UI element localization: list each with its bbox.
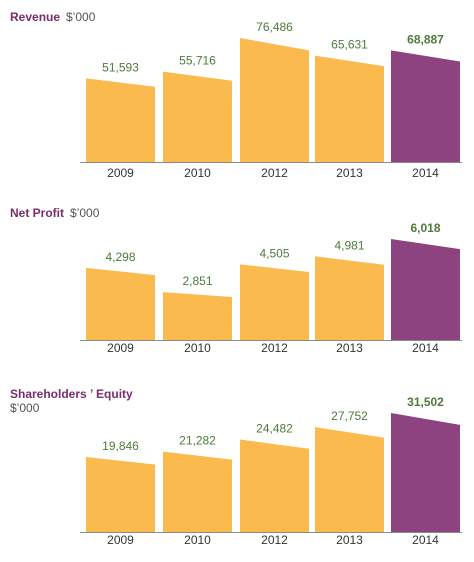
chart-2-bar-2012 xyxy=(240,439,309,532)
chart-1-tick-label-2013: 2013 xyxy=(336,341,363,355)
chart-1-value-label-2013: 4,981 xyxy=(334,238,364,252)
chart-2-bar-2013 xyxy=(315,427,384,532)
chart-2-value-label-2012: 24,482 xyxy=(256,422,293,436)
chart-2-group: 19,846 2009 21,282 2010 24,482 2012 27,752 2013… xyxy=(80,395,462,547)
chart-1-bar-2009 xyxy=(86,267,155,340)
chart-2-tick-label-2009: 2009 xyxy=(107,533,134,547)
chart-0-value-label-2014: 68,887 xyxy=(407,32,444,46)
chart-1-group: 4,298 2009 2,851 2010 4,505 2012 4,981 2013 6,01… xyxy=(80,221,462,355)
chart-0-value-label-2013: 65,631 xyxy=(331,38,368,52)
chart-0-bar-2013 xyxy=(315,55,384,162)
chart-1-tick-label-2014: 2014 xyxy=(412,341,439,355)
chart-2-value-label-2013: 27,752 xyxy=(331,409,368,423)
chart-2-value-label-2009: 19,846 xyxy=(102,439,139,453)
net-profit-chart-unit: $’000 xyxy=(70,206,100,220)
chart-0-bar-2009 xyxy=(86,78,155,162)
equity-chart-title: Shareholders ’ Equity xyxy=(10,387,133,401)
chart-0-tick-label-2009: 2009 xyxy=(107,166,134,180)
chart-2-value-label-2014: 31,502 xyxy=(407,395,444,409)
chart-2-bar-2014 xyxy=(391,413,460,532)
chart-0-tick-label-2013: 2013 xyxy=(336,166,363,180)
chart-1-tick-label-2012: 2012 xyxy=(261,341,288,355)
chart-0-value-label-2009: 51,593 xyxy=(102,60,139,74)
chart-1-value-label-2014: 6,018 xyxy=(410,221,440,235)
chart-1-bar-2013 xyxy=(315,256,384,340)
chart-0-bar-2010 xyxy=(163,71,232,162)
revenue-chart-unit: $’000 xyxy=(66,10,96,24)
revenue-chart-title: Revenue xyxy=(10,10,60,24)
chart-2-tick-label-2010: 2010 xyxy=(184,533,211,547)
chart-1-bar-2014 xyxy=(391,239,460,340)
chart-2-tick-label-2013: 2013 xyxy=(336,533,363,547)
chart-0-tick-label-2014: 2014 xyxy=(412,166,439,180)
chart-2-value-label-2010: 21,282 xyxy=(179,434,216,448)
chart-1-value-label-2012: 4,505 xyxy=(259,246,289,260)
chart-1-value-label-2010: 2,851 xyxy=(182,274,212,288)
chart-0-value-label-2012: 76,486 xyxy=(256,20,293,34)
chart-groups: 51,593 2009 55,716 2010 76,486 2012 65,631 2013… xyxy=(80,20,462,547)
chart-0-value-label-2010: 55,716 xyxy=(179,54,216,68)
chart-0-group: 51,593 2009 55,716 2010 76,486 2012 65,631 2013… xyxy=(80,20,462,180)
chart-0-bar-2012 xyxy=(240,38,309,162)
chart-2-bar-2009 xyxy=(86,457,155,532)
chart-1-tick-label-2010: 2010 xyxy=(184,341,211,355)
chart-1-bar-2010 xyxy=(163,292,232,340)
chart-2-tick-label-2012: 2012 xyxy=(261,533,288,547)
equity-chart-unit: $’000 xyxy=(10,401,40,415)
chart-2-tick-label-2014: 2014 xyxy=(412,533,439,547)
chart-1-bar-2012 xyxy=(240,264,309,340)
chart-0-tick-label-2012: 2012 xyxy=(261,166,288,180)
chart-1-value-label-2009: 4,298 xyxy=(105,250,135,264)
chart-0-tick-label-2010: 2010 xyxy=(184,166,211,180)
chart-0-bar-2014 xyxy=(391,50,460,162)
chart-1-tick-label-2009: 2009 xyxy=(107,341,134,355)
chart-2-bar-2010 xyxy=(163,451,232,532)
net-profit-chart-title: Net Profit xyxy=(10,206,64,220)
